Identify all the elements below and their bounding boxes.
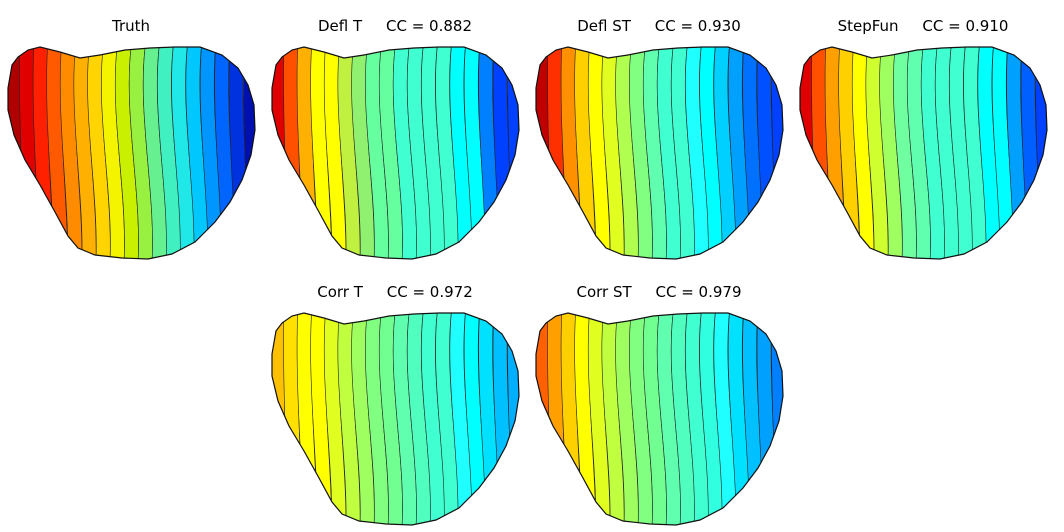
- contour-band: [243, 47, 255, 259]
- panel-corr-st: Corr ST CC = 0.979: [528, 266, 790, 530]
- contour-band: [463, 313, 487, 525]
- contour-band: [199, 47, 223, 259]
- panel-defl-t: Defl T CC = 0.882: [264, 0, 526, 264]
- contour-band: [713, 47, 737, 259]
- contour-band: [713, 313, 737, 525]
- contour-band: [1035, 47, 1047, 259]
- contour-band: [449, 313, 473, 525]
- heart-outline: [271, 312, 520, 526]
- heart-map: [799, 46, 1048, 260]
- heart-outline: [799, 46, 1048, 260]
- heart-map: [271, 46, 520, 260]
- panel-title: Corr ST CC = 0.979: [576, 283, 742, 301]
- panel-truth: Truth: [0, 0, 262, 264]
- contour-band: [771, 47, 783, 259]
- panel-title: Corr T CC = 0.972: [317, 283, 473, 301]
- panel-title: Truth: [111, 17, 151, 35]
- heart-map: [535, 312, 784, 526]
- panel-defl-st: Defl ST CC = 0.930: [528, 0, 790, 264]
- contour-band: [463, 47, 487, 259]
- heart-outline: [7, 46, 256, 260]
- contour-band: [507, 47, 519, 259]
- heart-outline: [535, 46, 784, 260]
- contour-band: [977, 47, 1001, 259]
- panel-stepfun: StepFun CC = 0.910: [792, 0, 1054, 264]
- panel-corr-t: Corr T CC = 0.972: [264, 266, 526, 530]
- contour-band: [727, 47, 751, 259]
- contour-band: [991, 47, 1015, 259]
- heart-map: [535, 46, 784, 260]
- contour-band: [507, 313, 519, 525]
- panel-title: Defl T CC = 0.882: [318, 17, 472, 35]
- contour-band: [727, 313, 751, 525]
- panel-title: StepFun CC = 0.910: [837, 17, 1009, 35]
- panel-title: Defl ST CC = 0.930: [577, 17, 741, 35]
- heart-outline: [271, 46, 520, 260]
- contour-band: [771, 313, 783, 525]
- contour-band: [185, 47, 209, 259]
- heart-map: [7, 46, 256, 260]
- heart-outline: [535, 312, 784, 526]
- contour-band: [449, 47, 473, 259]
- heart-map: [271, 312, 520, 526]
